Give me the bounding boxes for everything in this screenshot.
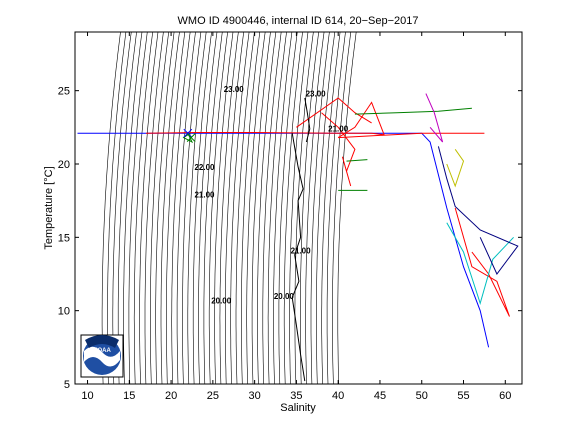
density-contour-line <box>321 32 341 384</box>
density-contour-line <box>128 32 148 384</box>
density-contour-line <box>208 32 228 384</box>
x-marker-stroke <box>183 128 193 138</box>
series-line <box>304 97 311 143</box>
density-contour-line <box>192 32 212 384</box>
density-contour-line <box>219 32 239 384</box>
density-contour-line <box>160 32 180 384</box>
density-contour-line <box>246 32 266 384</box>
density-contour-line <box>267 32 287 384</box>
density-contour-line <box>225 32 244 384</box>
density-label: 21.00 <box>291 246 312 255</box>
density-contours <box>101 32 357 384</box>
x-tick-label: 45 <box>374 390 386 402</box>
density-contour-line <box>251 32 271 384</box>
density-contour-line <box>187 32 207 384</box>
density-contour-line <box>182 32 202 384</box>
density-contour-line <box>101 32 121 384</box>
density-label: 23.00 <box>224 85 245 94</box>
y-tick-label: 20 <box>58 159 70 171</box>
density-contour-line <box>112 32 132 384</box>
density-contour-line <box>133 32 153 384</box>
x-tick-label: 40 <box>332 390 344 402</box>
density-contour-line <box>117 32 137 384</box>
density-contour-line <box>139 32 159 384</box>
logo-wave <box>84 346 120 367</box>
axes-frame <box>74 31 523 385</box>
y-tick-label: 25 <box>58 86 70 98</box>
density-contour-line <box>310 32 330 384</box>
y-tick-label: 5 <box>64 379 70 391</box>
density-label: 21.00 <box>328 125 349 134</box>
series-line <box>145 101 485 139</box>
x-tick-label: 10 <box>81 390 93 402</box>
x-marker-stroke <box>186 133 196 142</box>
density-labels: 23.00 23.00 21.00 22.00 21.00 21.00 20.00 20.00 <box>194 85 348 305</box>
density-contour-line <box>171 32 191 384</box>
density-label: 21.00 <box>194 191 215 200</box>
density-contour-line <box>176 32 196 384</box>
series-line <box>346 159 368 162</box>
x-marker <box>186 133 196 142</box>
x-tick-label: 20 <box>165 390 177 402</box>
density-contour-line <box>155 32 175 384</box>
density-contour-line <box>166 32 186 384</box>
axis-ticks: 10 15 20 25 30 35 40 45 50 55 60 5 10 15 20 25 <box>58 32 522 402</box>
series-line <box>437 146 519 275</box>
density-contour-line <box>150 32 169 384</box>
density-contour-line <box>305 32 325 384</box>
density-contour-line <box>235 32 255 384</box>
density-contour-line <box>262 32 282 384</box>
x-axis-title: Salinity <box>280 402 316 414</box>
x-tick-label: 55 <box>457 390 469 402</box>
density-label: 20.00 <box>274 292 295 301</box>
density-contour-line <box>198 32 218 384</box>
density-contour-line <box>289 32 309 384</box>
x-tick-label: 50 <box>416 390 428 402</box>
x-tick-label: 60 <box>499 390 511 402</box>
series-line <box>354 107 472 115</box>
density-contour-line <box>283 32 303 384</box>
density-contour-line <box>230 32 250 384</box>
chart-title: WMO ID 4900446, internal ID 614, 20−Sep−… <box>178 15 419 27</box>
x-tick-label: 30 <box>249 390 261 402</box>
density-label: 22.00 <box>194 163 215 172</box>
density-contour-line <box>315 32 336 384</box>
series-line <box>296 97 372 128</box>
x-tick-label: 15 <box>123 390 135 402</box>
noaa-logo: NOAA <box>80 334 124 378</box>
density-contour-line <box>278 32 298 384</box>
density-contour-line <box>294 32 314 384</box>
logo-text: NOAA <box>93 348 111 354</box>
series-line <box>446 149 465 188</box>
density-contour-line <box>144 32 164 384</box>
series-line <box>291 133 306 382</box>
density-contour-line <box>257 32 277 384</box>
density-contour-line <box>203 32 223 384</box>
data-markers <box>183 128 196 142</box>
x-tick-label: 25 <box>207 390 219 402</box>
series-line <box>182 132 194 144</box>
y-axis-title: Temperature [°C] <box>43 166 55 249</box>
y-tick-label: 10 <box>58 306 70 318</box>
x-tick-label: 35 <box>290 390 302 402</box>
series-line <box>454 207 510 317</box>
x-marker <box>183 128 193 138</box>
series-line <box>446 222 514 306</box>
density-contour-line <box>241 32 261 384</box>
density-contour-line <box>332 32 352 384</box>
density-contour-line <box>337 32 357 384</box>
density-label: 20.00 <box>211 296 232 305</box>
density-label: 23.00 <box>306 90 327 99</box>
series-line <box>425 93 444 143</box>
density-contour-line <box>299 32 319 384</box>
logo-gull <box>85 335 119 348</box>
density-contour-line <box>273 32 293 384</box>
data-series <box>77 93 519 382</box>
density-contour-line <box>123 32 143 384</box>
density-contour-line <box>326 32 346 384</box>
density-contour-line <box>107 32 127 384</box>
y-tick-label: 15 <box>58 232 70 244</box>
density-contour-line <box>214 32 234 384</box>
